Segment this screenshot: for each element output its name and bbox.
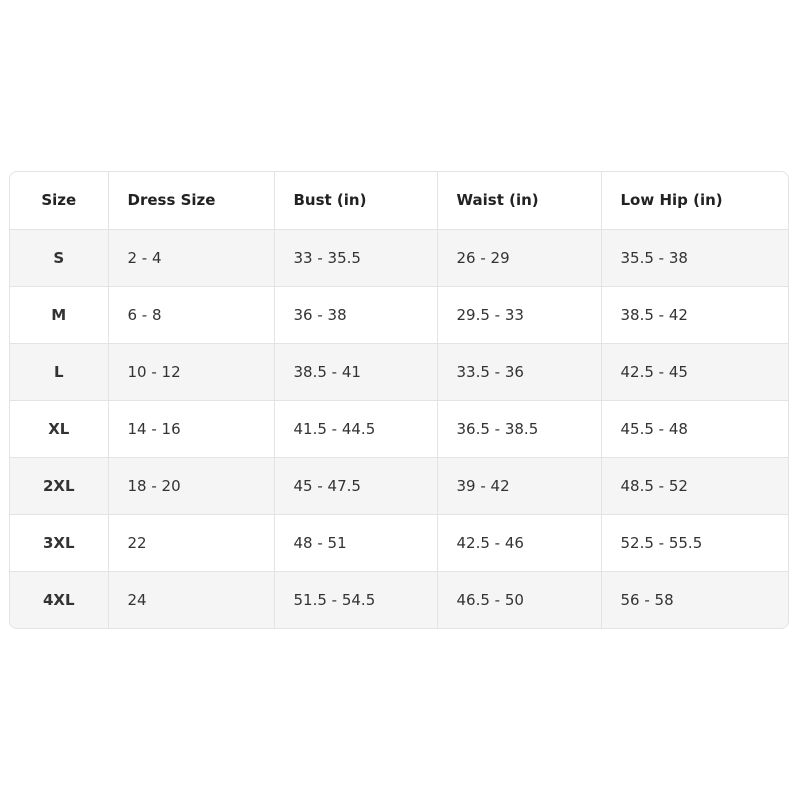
cell: M (10, 285, 108, 343)
row: 4XL 24 51.5 - 54.5 46.5 - 50 56 - 58 (10, 570, 788, 628)
size-chart: Size Dress Size Bust (in) Waist (in) Low Hip… (9, 171, 789, 629)
header-cell: Bust (in) (273, 172, 437, 229)
header-cell: Waist (in) (436, 172, 601, 229)
cell: 41.5 - 44.5 (273, 399, 437, 457)
cell: 33 - 35.5 (273, 228, 437, 286)
cell: 2 - 4 (107, 228, 274, 286)
row: XL 14 - 16 41.5 - 44.5 36.5 - 38.5 45.5 - 48 (10, 399, 788, 457)
cell: 4XL (10, 570, 108, 628)
cell: 38.5 - 42 (600, 285, 788, 343)
cell: 42.5 - 45 (600, 342, 788, 400)
row: L 10 - 12 38.5 - 41 33.5 - 36 42.5 - 45 (10, 342, 788, 400)
cell: 24 (107, 570, 274, 628)
cell: 22 (107, 513, 274, 571)
row: 2XL 18 - 20 45 - 47.5 39 - 42 48.5 - 52 (10, 456, 788, 514)
header-cell: Low Hip (in) (600, 172, 788, 229)
row: 3XL 22 48 - 51 42.5 - 46 52.5 - 55.5 (10, 513, 788, 571)
header-row: Size Dress Size Bust (in) Waist (in) Low Hip… (10, 172, 788, 229)
cell: 18 - 20 (107, 456, 274, 514)
cell: 51.5 - 54.5 (273, 570, 437, 628)
cell: 36.5 - 38.5 (436, 399, 601, 457)
cell: S (10, 228, 108, 286)
cell: 48.5 - 52 (600, 456, 788, 514)
cell: 10 - 12 (107, 342, 274, 400)
cell: 2XL (10, 456, 108, 514)
cell: 6 - 8 (107, 285, 274, 343)
cell: 45 - 47.5 (273, 456, 437, 514)
cell: 14 - 16 (107, 399, 274, 457)
cell: 36 - 38 (273, 285, 437, 343)
cell: 42.5 - 46 (436, 513, 601, 571)
cell: 39 - 42 (436, 456, 601, 514)
cell: 48 - 51 (273, 513, 437, 571)
cell: L (10, 342, 108, 400)
cell: 33.5 - 36 (436, 342, 601, 400)
cell: 38.5 - 41 (273, 342, 437, 400)
cell: 3XL (10, 513, 108, 571)
cell: 52.5 - 55.5 (600, 513, 788, 571)
cell: XL (10, 399, 108, 457)
size-table: Size Dress Size Bust (in) Waist (in) Low Hip… (10, 172, 788, 628)
cell: 35.5 - 38 (600, 228, 788, 286)
cell: 26 - 29 (436, 228, 601, 286)
cell: 56 - 58 (600, 570, 788, 628)
cell: 29.5 - 33 (436, 285, 601, 343)
header-cell: Dress Size (107, 172, 274, 229)
cell: 45.5 - 48 (600, 399, 788, 457)
cell: 46.5 - 50 (436, 570, 601, 628)
header-cell: Size (41, 191, 77, 210)
